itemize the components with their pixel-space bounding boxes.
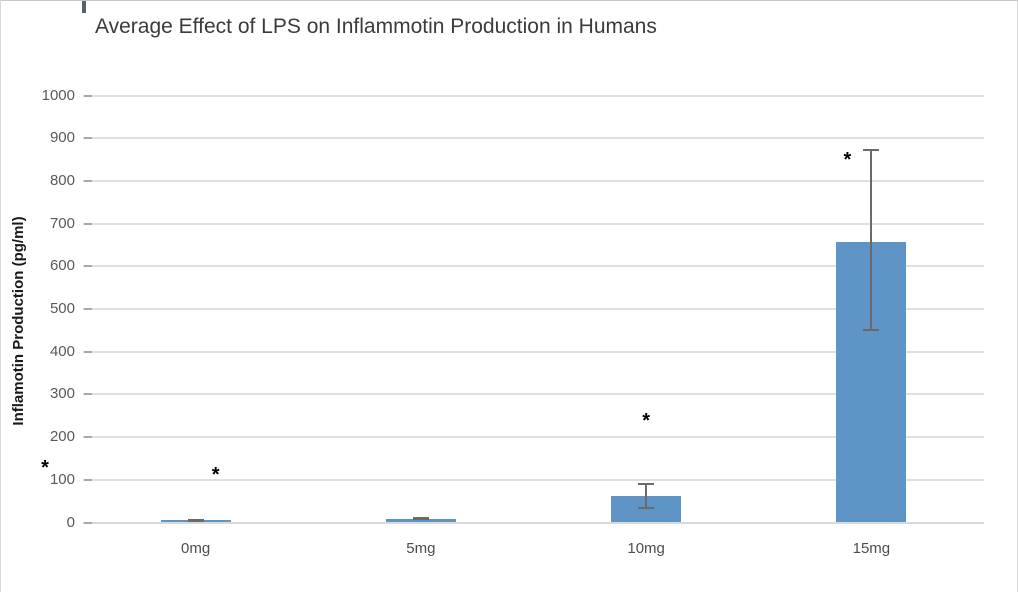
cursor-artifact bbox=[82, 1, 86, 13]
bar-5mg bbox=[385, 518, 456, 523]
error-bar-cap-top bbox=[638, 483, 655, 486]
chart-title: Average Effect of LPS on Inflammotin Pro… bbox=[95, 15, 657, 38]
y-axis-tick bbox=[84, 222, 92, 225]
significance-asterisk: * bbox=[843, 149, 852, 172]
gridline bbox=[83, 436, 984, 439]
y-tick-label: 100 bbox=[49, 470, 75, 488]
error-bar-cap-bottom bbox=[187, 519, 204, 522]
error-bar-line bbox=[870, 149, 873, 331]
gridline bbox=[83, 179, 984, 182]
y-axis-tick bbox=[84, 350, 92, 353]
gridline bbox=[83, 94, 984, 97]
y-axis-tick bbox=[84, 436, 92, 439]
significance-asterisk: * bbox=[642, 409, 651, 432]
y-tick-label: 200 bbox=[49, 428, 75, 446]
y-tick-label: 400 bbox=[49, 342, 75, 360]
y-axis-tick bbox=[84, 137, 92, 140]
category-label-0mg: 0mg bbox=[181, 540, 211, 557]
category-label-5mg: 5mg bbox=[406, 540, 436, 557]
y-tick-label: 900 bbox=[49, 129, 75, 147]
error-bar-5mg bbox=[412, 517, 429, 520]
gridline bbox=[83, 521, 984, 524]
error-bar-cap-bottom bbox=[412, 517, 429, 520]
category-label-15mg: 15mg bbox=[852, 540, 891, 557]
significance-asterisk: * bbox=[41, 457, 49, 480]
significance-asterisk: * bbox=[211, 464, 220, 487]
gridline bbox=[83, 478, 984, 481]
y-axis-tick bbox=[84, 308, 92, 310]
gridline bbox=[83, 350, 984, 353]
error-bar-0mg bbox=[187, 519, 204, 522]
category-label-10mg: 10mg bbox=[627, 540, 665, 557]
error-bar-line bbox=[645, 483, 648, 509]
y-axis-tick bbox=[84, 265, 92, 268]
y-axis-tick bbox=[84, 521, 92, 524]
y-axis-tick bbox=[84, 478, 92, 481]
gridline bbox=[83, 308, 984, 310]
error-bar-cap-bottom bbox=[863, 328, 880, 331]
gridline bbox=[83, 393, 984, 396]
y-tick-label: 800 bbox=[49, 171, 75, 189]
y-axis-tick bbox=[84, 94, 92, 97]
error-bar-cap-bottom bbox=[638, 506, 655, 509]
y-axis-tick bbox=[84, 179, 92, 182]
error-bar-10mg bbox=[638, 483, 655, 509]
y-tick-label: 700 bbox=[49, 214, 75, 232]
gridline bbox=[83, 222, 984, 225]
gridline bbox=[83, 265, 984, 268]
y-tick-label: 300 bbox=[49, 385, 75, 403]
y-tick-label: 0 bbox=[66, 513, 75, 531]
y-axis-tick bbox=[84, 393, 92, 396]
y-axis-title: Inflamotin Production (pg/ml) bbox=[10, 216, 27, 426]
error-bar-15mg bbox=[863, 149, 880, 331]
error-bar-cap-top bbox=[863, 149, 880, 152]
y-tick-label: 600 bbox=[49, 257, 75, 275]
y-tick-label: 500 bbox=[49, 300, 75, 317]
gridline bbox=[83, 137, 984, 140]
y-tick-label: 1000 bbox=[41, 86, 75, 104]
